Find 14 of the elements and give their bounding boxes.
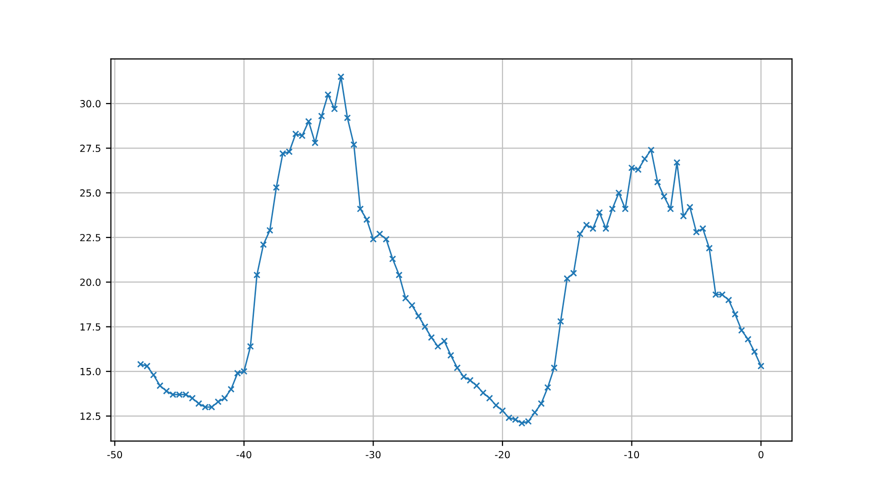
x-tick-label: -30: [366, 450, 381, 458]
y-tick-label: 25.0: [80, 189, 101, 197]
x-tick-label: -20: [495, 450, 510, 458]
y-tick-label: 20.0: [80, 278, 101, 286]
y-tick-label: 22.5: [80, 234, 100, 242]
x-tick-label: -10: [624, 450, 640, 458]
y-tick-label: 15.0: [80, 368, 101, 376]
y-tick-label: 30.0: [80, 100, 101, 108]
x-tick-label: 0: [758, 450, 764, 458]
y-tick-label: 12.5: [80, 412, 100, 420]
y-tick-label: 17.5: [80, 323, 100, 331]
x-tick-label: -50: [107, 450, 122, 458]
y-tick-label: 27.5: [80, 144, 100, 152]
x-tick-label: -40: [236, 450, 252, 458]
